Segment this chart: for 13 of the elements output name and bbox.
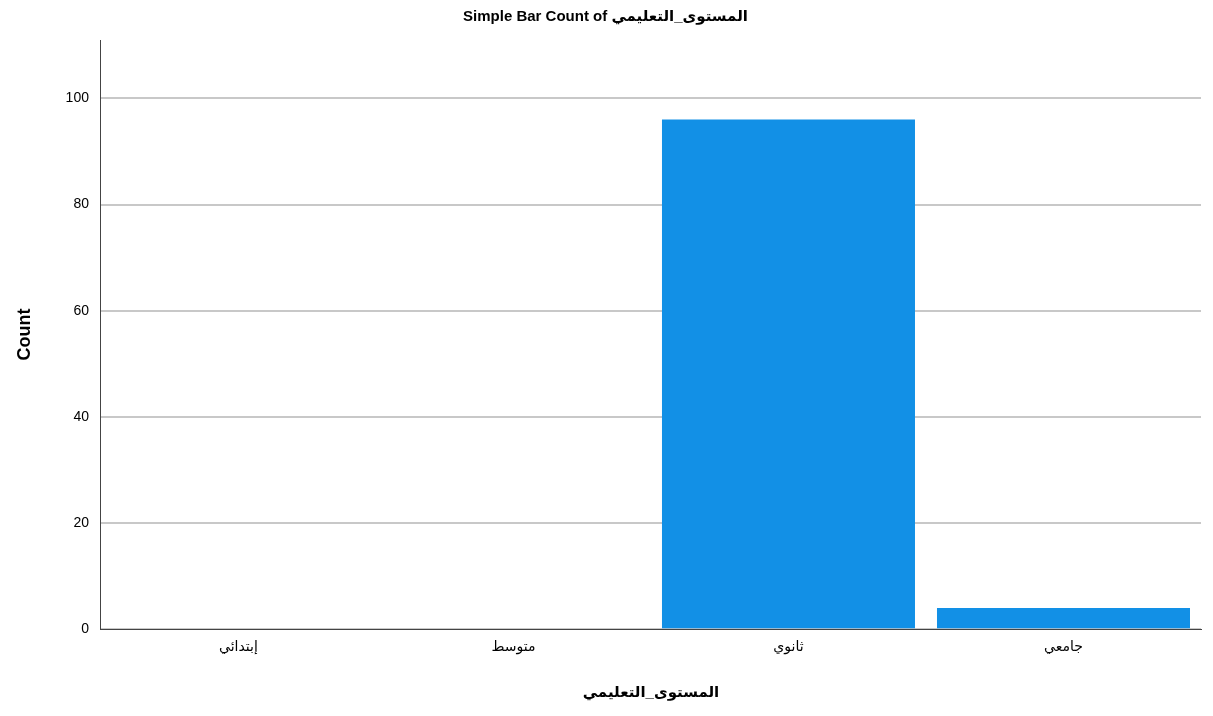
y-tick-label: 60 — [73, 301, 90, 318]
y-tick-label: 80 — [73, 195, 90, 212]
x-tick-label: ثانوي — [773, 638, 804, 656]
x-tick-label: متوسط — [491, 638, 536, 656]
y-axis-title: Count — [13, 308, 34, 361]
x-tick-label: إبتدائي — [219, 638, 258, 656]
y-tick-label: 20 — [73, 513, 90, 530]
chart-title: Simple Bar Count of المستوى_التعليمي — [463, 7, 748, 26]
y-tick-label: 40 — [73, 407, 90, 424]
x-tick-label: جامعي — [1044, 638, 1083, 656]
y-tick-label: 0 — [81, 620, 90, 637]
y-tick-label: 100 — [65, 89, 90, 106]
x-axis-title: المستوى_التعليمي — [582, 683, 720, 702]
